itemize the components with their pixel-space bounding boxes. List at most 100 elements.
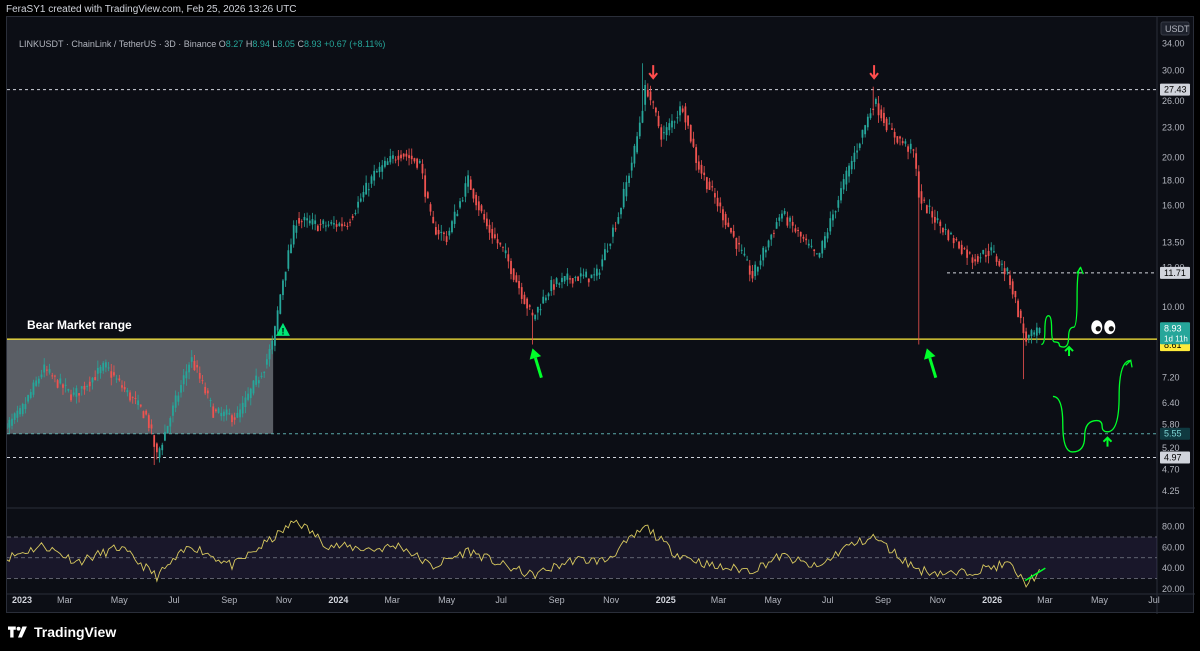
candle-body [284, 271, 287, 281]
candle-body [88, 381, 91, 387]
candle-body [247, 393, 249, 400]
time-tick-label: 2025 [656, 595, 676, 605]
chart-svg[interactable]: 34.00 30.00 26.00 23.00 20.00 18.00 16.00 13.50… [7, 17, 1195, 614]
price-tick-label: 26.00 [1162, 96, 1185, 106]
price-levels-layer [7, 89, 1157, 459]
candle-body [196, 364, 199, 368]
candle-body [799, 231, 802, 237]
candle-body [561, 277, 563, 283]
candle-body [901, 141, 904, 144]
candle-body [966, 249, 968, 258]
candle-body [354, 212, 357, 215]
price-tick-label: 4.70 [1162, 465, 1180, 475]
candle-body [625, 182, 628, 197]
candle-body [649, 91, 652, 101]
candle-body [840, 188, 842, 201]
candle-body [907, 146, 909, 152]
rsi-line [7, 519, 1040, 588]
candle-body [231, 415, 233, 423]
candle-body [770, 234, 773, 240]
candle-body [456, 213, 459, 217]
candle-body [577, 276, 579, 281]
candle-body [13, 413, 16, 420]
candle-body [378, 166, 381, 173]
candle-body [147, 415, 150, 428]
candle-body [764, 249, 767, 253]
candle-body [778, 217, 781, 221]
candle-body [963, 248, 966, 250]
time-tick-label: 2026 [982, 595, 1002, 605]
close-label: C [297, 39, 304, 49]
candle-body [976, 256, 979, 262]
candle-body [21, 403, 24, 415]
candle-body [292, 225, 295, 245]
time-tick-label: May [111, 595, 129, 605]
candle-body [485, 218, 488, 227]
candle-body [821, 241, 824, 254]
candle-body [220, 412, 223, 417]
candle-body [118, 378, 121, 381]
candle-body [475, 194, 478, 206]
candle-body [942, 227, 944, 233]
candle-body [480, 205, 483, 212]
candle-body [802, 236, 805, 239]
candle-body [794, 228, 797, 232]
candle-body [233, 417, 236, 420]
warning-triangle-icon [275, 322, 290, 336]
candle-body [153, 435, 156, 447]
candle-body [663, 132, 665, 134]
candle-body [142, 411, 145, 419]
candle-body [496, 239, 499, 244]
candle-body [43, 364, 46, 373]
price-tick-label: 10.00 [1162, 302, 1185, 312]
candle-body [214, 409, 217, 412]
candle-body [743, 253, 746, 256]
time-axis[interactable]: 2023 Mar May Jul Sep Nov 2024 Mar May Jul Sep Nov 20… [7, 593, 1195, 605]
tradingview-logo[interactable]: TradingView [8, 624, 116, 640]
candle-body [1001, 263, 1003, 265]
candle-body [719, 202, 722, 207]
candle-body [687, 115, 689, 126]
candle-body [767, 240, 770, 248]
candle-body [920, 191, 923, 204]
price-tick-label: 20.00 [1162, 153, 1185, 163]
candle-body [416, 158, 419, 168]
tradingview-logo-icon [8, 626, 27, 638]
candle-body [1027, 334, 1030, 338]
candle-body [64, 384, 67, 386]
bear-range-box [7, 339, 274, 434]
time-tick-label: 2024 [328, 595, 348, 605]
candle-body [939, 221, 942, 226]
candle-body [751, 270, 754, 279]
candle-body [526, 298, 529, 309]
candle-body [665, 127, 668, 136]
candle-body [316, 225, 319, 232]
chart-panel[interactable]: 34.00 30.00 26.00 23.00 20.00 18.00 16.00 13.50… [6, 16, 1195, 614]
candle-body [791, 221, 794, 226]
candle-body [982, 249, 985, 254]
candle-body [351, 216, 354, 218]
candle-body [579, 273, 582, 277]
candle-body [539, 309, 542, 311]
candle-body [654, 107, 657, 113]
candle-body [609, 243, 612, 246]
candle-body [7, 423, 8, 429]
candle-body [172, 405, 174, 416]
candle-body [483, 213, 486, 220]
price-level-tag-bg [1160, 427, 1190, 440]
candle-body [641, 110, 644, 123]
candle-body [408, 155, 410, 159]
candle-body [960, 244, 963, 254]
candle-body [405, 153, 408, 157]
candle-body [877, 103, 880, 116]
price-tick-label: 13.50 [1162, 237, 1185, 247]
candle-body [899, 136, 901, 139]
candle-body [931, 211, 934, 218]
candle-body [190, 357, 193, 362]
candle-body [555, 278, 558, 285]
symbol-name: LINKUSDT · ChainLink / TetherUS · 3D · B… [19, 39, 217, 49]
candle-body [402, 153, 405, 157]
candle-body [212, 406, 215, 418]
candle-body [1038, 327, 1041, 334]
candle-body [206, 390, 209, 394]
